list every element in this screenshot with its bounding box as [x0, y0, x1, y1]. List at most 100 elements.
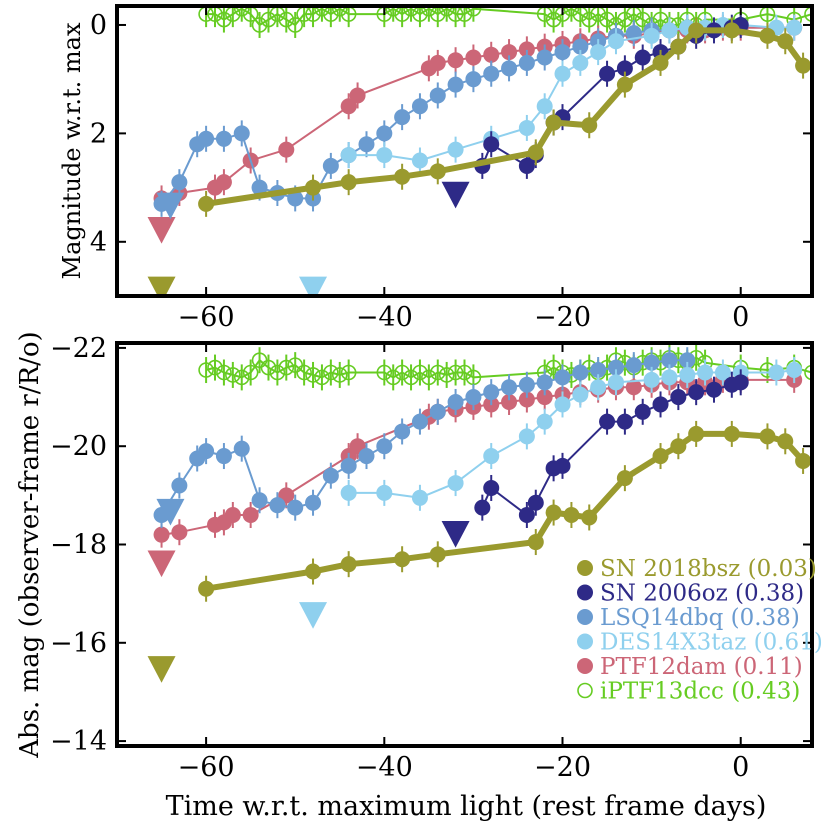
top-iptf13dcc-point	[465, 6, 482, 17]
top-iptf13dcc-point	[233, 6, 250, 17]
bottom-des14x3taz-point	[643, 371, 660, 388]
top-lsq14dbq-point	[287, 190, 304, 207]
bottom-des14x3taz-point	[572, 386, 589, 403]
top-lsq14dbq-point	[171, 174, 188, 191]
top-lsq14dbq-point	[376, 125, 393, 142]
bottom-lsq14dbq-point	[429, 403, 446, 420]
bottom-iptf13dcc-point	[429, 364, 446, 381]
top-ptf12dam-point	[501, 44, 518, 61]
bottom-y-tick-label: −16	[50, 628, 107, 659]
top-des14x3taz-point	[607, 33, 624, 50]
top-iptf13dcc-point	[385, 6, 402, 17]
top-lsq14dbq-point	[233, 125, 250, 142]
bottom-lsq14dbq-point	[590, 362, 607, 379]
bottom-iptf13dcc-point	[225, 367, 241, 383]
bottom-lsq14dbq-point	[233, 440, 250, 457]
bottom-lsq14dbq-point	[572, 364, 589, 381]
top-iptf13dcc-point	[545, 11, 562, 28]
legend-label: SN 2018bsz (0.03)	[600, 556, 817, 582]
bottom-ptf12dam-point	[224, 507, 241, 524]
bottom-des14x3taz-point	[483, 448, 500, 465]
bottom-iptf13dcc-point	[198, 362, 214, 378]
top-iptf13dcc-point	[617, 11, 633, 28]
top-lsq14dbq-point	[572, 38, 589, 55]
bottom-sn-2006oz-point	[474, 499, 491, 516]
bottom-iptf13dcc-point	[385, 369, 402, 386]
legend-label: iPTF13dcc (0.43)	[600, 679, 800, 705]
bottom-iptf13dcc-point	[447, 364, 464, 381]
bottom-sn-2018bsz-point	[688, 425, 705, 442]
bottom-sn-2018bsz-point	[527, 534, 544, 551]
bottom-lsq14dbq-point	[287, 499, 304, 516]
bottom-des14x3taz-point	[607, 374, 624, 391]
bottom-des14x3taz-point	[554, 396, 571, 413]
legend-marker	[577, 658, 593, 674]
top-sn-2006oz-point	[483, 136, 500, 153]
bottom-lsq14dbq-point	[358, 448, 375, 465]
bottom-sn-2006oz-point	[527, 494, 544, 511]
bottom-ptf12dam-point	[242, 507, 259, 524]
bottom-lsq14dbq-point	[198, 443, 215, 460]
top-sn-2018bsz-point	[777, 33, 794, 50]
top-des14x3taz-point	[447, 141, 464, 158]
bottom-iptf13dcc-point	[242, 364, 259, 381]
bottom-sn-2018bsz-point	[198, 580, 215, 597]
top-lsq14dbq-point	[554, 44, 571, 61]
top-x-tick-label: −40	[356, 302, 413, 333]
bottom-iptf13dcc-point	[421, 369, 437, 386]
bottom-lsq14dbq-point	[607, 359, 624, 376]
bottom-iptf13dcc-point	[394, 364, 410, 381]
top-iptf13dcc-point	[251, 17, 268, 33]
top-sn-2018bsz-point	[616, 76, 633, 93]
bottom-des14x3taz-point	[714, 364, 731, 381]
bottom-ptf12dam-point	[625, 379, 642, 396]
bottom-sn-2006oz-point	[634, 403, 651, 420]
legend-item: iPTF13dcc (0.43)	[577, 679, 800, 705]
bottom-sn-2018bsz-point	[340, 556, 357, 573]
top-des14x3taz-point	[340, 147, 357, 164]
bottom-lsq14dbq-point	[554, 369, 571, 386]
top-ptf12dam-point	[465, 49, 482, 66]
top-x-tick-label: −60	[178, 302, 235, 333]
bottom-y-axis-label: Abs. mag (observer-frame r/R/o)	[15, 331, 45, 758]
bottom-sn-2006oz-point	[688, 384, 705, 401]
bottom-sn-2018bsz-point	[795, 452, 812, 469]
top-lsq14dbq-point	[322, 157, 339, 174]
top-sn-2018bsz-point	[429, 163, 446, 180]
bottom-lsq14dbq-point	[465, 389, 482, 406]
bottom-lsq14dbq-point	[411, 413, 428, 430]
bottom-lsq14dbq-point	[661, 352, 678, 369]
top-lsq14dbq-point	[198, 130, 215, 147]
bottom-sn-2018bsz-point	[394, 551, 411, 568]
x-axis-label: Time w.r.t. maximum light (rest frame da…	[166, 791, 767, 822]
legend-item: SN 2006oz (0.38)	[577, 581, 804, 607]
bottom-lsq14dbq-point	[251, 492, 268, 509]
top-sn-2006oz-upper-limit	[441, 181, 470, 209]
top-ptf12dam-point	[429, 54, 446, 71]
bottom-ptf12dam-point	[153, 526, 170, 543]
top-sn-2018bsz-point	[795, 57, 812, 74]
top-des14x3taz-line	[348, 24, 795, 162]
top-lsq14dbq-point	[215, 130, 232, 147]
bottom-iptf13dcc-point	[216, 364, 232, 381]
legend-marker	[577, 682, 593, 699]
top-des14x3taz-point	[643, 27, 660, 44]
legend-item: SN 2018bsz (0.03)	[577, 556, 817, 582]
top-iptf13dcc-point	[287, 17, 304, 33]
top-des14x3taz-point	[411, 152, 428, 169]
top-des14x3taz-point	[661, 22, 678, 39]
bottom-sn-2006oz-point	[670, 389, 687, 406]
bottom-plot-area	[147, 344, 812, 683]
legend-item: PTF12dam (0.11)	[577, 654, 803, 680]
bottom-iptf13dcc-point	[804, 364, 812, 381]
bottom-x-tick-label: −60	[178, 752, 235, 783]
top-lsq14dbq-line	[160, 26, 688, 205]
top-sn-2018bsz-point	[305, 179, 322, 196]
legend-label: DES14X3taz (0.61)	[600, 630, 823, 656]
bottom-des14x3taz-upper-limit	[299, 602, 328, 629]
bottom-iptf13dcc-point	[331, 367, 348, 383]
top-sn-2006oz-point	[634, 49, 651, 66]
